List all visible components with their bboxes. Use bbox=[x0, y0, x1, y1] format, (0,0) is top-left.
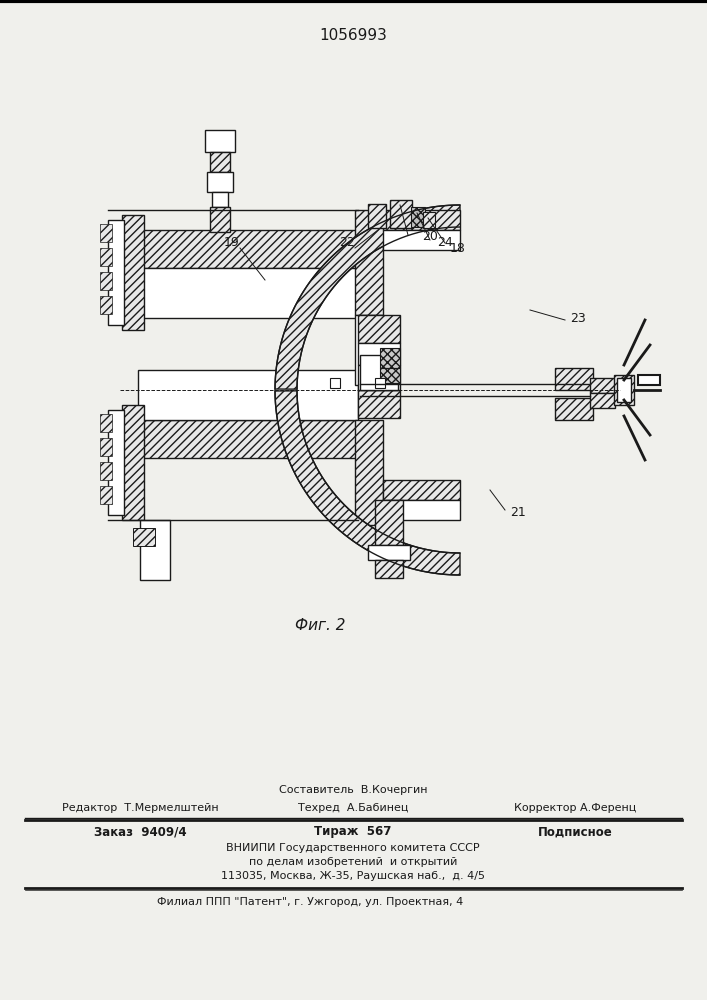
Text: 23: 23 bbox=[570, 312, 586, 324]
Text: Заказ  9409/4: Заказ 9409/4 bbox=[94, 826, 187, 838]
Bar bbox=[423, 212, 435, 228]
Bar bbox=[212, 192, 228, 207]
Text: ВНИИПИ Государственного комитета СССР: ВНИИПИ Государственного комитета СССР bbox=[226, 843, 480, 853]
Bar bbox=[380, 368, 400, 383]
Bar bbox=[210, 207, 230, 232]
Bar bbox=[138, 230, 358, 268]
Text: по делам изобретений  и открытий: по делам изобретений и открытий bbox=[249, 857, 457, 867]
Bar bbox=[138, 420, 358, 458]
Text: Тираж  567: Тираж 567 bbox=[315, 826, 392, 838]
Polygon shape bbox=[275, 205, 460, 389]
Bar bbox=[100, 272, 112, 290]
Bar bbox=[375, 378, 385, 388]
Bar bbox=[358, 343, 400, 365]
Text: Составитель  В.Кочергин: Составитель В.Кочергин bbox=[279, 785, 427, 795]
Bar bbox=[358, 315, 400, 343]
Bar bbox=[555, 368, 593, 390]
Bar bbox=[100, 438, 112, 456]
Bar bbox=[360, 355, 398, 390]
Bar bbox=[555, 398, 593, 420]
Bar bbox=[355, 315, 383, 385]
Bar bbox=[383, 480, 460, 500]
Bar bbox=[100, 224, 112, 242]
Bar bbox=[411, 207, 425, 227]
Bar bbox=[355, 420, 383, 525]
Text: 113035, Москва, Ж-35, Раушская наб.,  д. 4/5: 113035, Москва, Ж-35, Раушская наб., д. … bbox=[221, 871, 485, 881]
Bar bbox=[138, 370, 358, 420]
Bar bbox=[358, 365, 400, 390]
Text: 1056993: 1056993 bbox=[319, 27, 387, 42]
Bar bbox=[330, 378, 340, 388]
Bar bbox=[108, 220, 124, 325]
Text: Корректор А.Ференц: Корректор А.Ференц bbox=[514, 803, 636, 813]
Bar bbox=[590, 393, 615, 408]
Text: Техред  А.Бабинец: Техред А.Бабинец bbox=[298, 803, 408, 813]
Text: Фиг. 2: Фиг. 2 bbox=[295, 617, 345, 633]
Polygon shape bbox=[275, 391, 460, 575]
Bar bbox=[358, 390, 400, 418]
Bar bbox=[368, 204, 386, 228]
Bar bbox=[122, 405, 144, 520]
Bar bbox=[375, 560, 403, 578]
Text: Филиал ППП "Патент", г. Ужгород, ул. Проектная, 4: Филиал ППП "Патент", г. Ужгород, ул. Про… bbox=[157, 897, 463, 907]
Bar bbox=[207, 172, 233, 192]
Bar bbox=[100, 486, 112, 504]
Bar bbox=[138, 268, 358, 318]
Text: 21: 21 bbox=[510, 506, 526, 520]
Text: 24: 24 bbox=[437, 236, 453, 249]
Text: Редактор  Т.Мермелштейн: Редактор Т.Мермелштейн bbox=[62, 803, 218, 813]
Bar bbox=[133, 528, 155, 546]
Bar bbox=[390, 200, 412, 228]
Bar bbox=[368, 545, 410, 560]
Bar bbox=[617, 378, 631, 402]
Text: 20: 20 bbox=[422, 231, 438, 243]
Text: 18: 18 bbox=[450, 241, 466, 254]
Bar bbox=[375, 500, 403, 545]
Text: Подписное: Подписное bbox=[537, 826, 612, 838]
Text: 22: 22 bbox=[339, 235, 355, 248]
Bar bbox=[383, 210, 460, 230]
Bar bbox=[590, 378, 615, 393]
Bar bbox=[355, 210, 383, 315]
Bar bbox=[108, 410, 124, 515]
Bar bbox=[380, 348, 400, 368]
Bar bbox=[122, 215, 144, 330]
Bar bbox=[100, 248, 112, 266]
Bar bbox=[100, 414, 112, 432]
Bar bbox=[383, 500, 460, 520]
Bar bbox=[205, 130, 235, 152]
Bar bbox=[383, 230, 460, 250]
Bar bbox=[210, 152, 230, 172]
Bar bbox=[638, 375, 660, 385]
Bar bbox=[140, 520, 170, 580]
Bar bbox=[100, 462, 112, 480]
Bar bbox=[100, 296, 112, 314]
Bar bbox=[614, 375, 634, 405]
Text: 19: 19 bbox=[224, 235, 240, 248]
Bar bbox=[383, 230, 460, 250]
